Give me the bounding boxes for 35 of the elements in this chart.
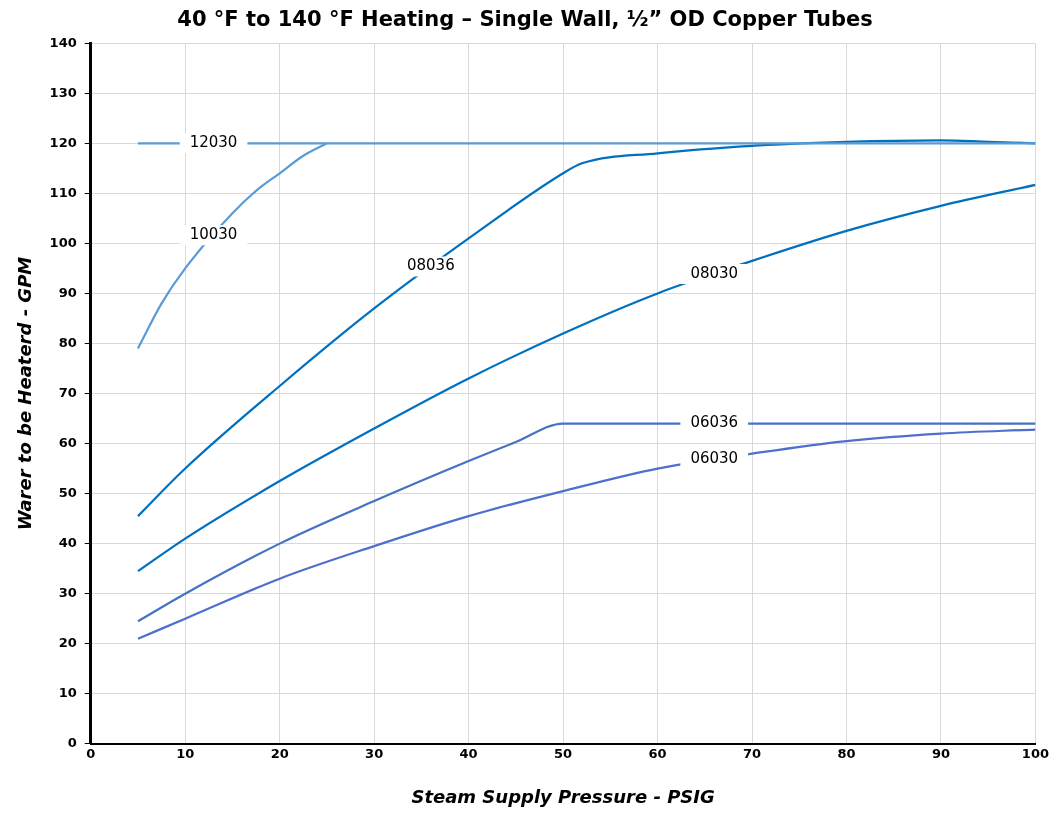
series-label: 06030 <box>690 449 739 468</box>
chart-title: 40 °F to 140 °F Heating – Single Wall, ½” OD Copper Tubes <box>177 7 873 32</box>
y-tick-label: 120 <box>49 134 77 150</box>
y-tick-label: 90 <box>58 284 77 300</box>
y-tick-label: 30 <box>58 585 77 601</box>
y-tick-label: 40 <box>58 535 77 550</box>
y-tick-label: 110 <box>49 184 77 200</box>
x-tick-label: 10 <box>176 745 195 761</box>
y-tick-label: 20 <box>58 635 77 651</box>
series-label: 12030 <box>189 133 238 152</box>
y-tick-label: 70 <box>58 384 77 400</box>
x-tick-label: 80 <box>837 745 856 761</box>
x-tick-label: 60 <box>648 745 667 761</box>
x-tick-label: 0 <box>86 745 96 761</box>
series-label: 06036 <box>690 413 739 432</box>
y-tick-label: 50 <box>58 484 77 500</box>
x-tick-label: 30 <box>365 745 384 761</box>
series-label: 08036 <box>406 256 455 275</box>
y-axis-title: Warer to be Heaterd - GPM <box>14 256 36 531</box>
series-label: 10030 <box>189 225 238 244</box>
series-label: 08030 <box>690 263 739 282</box>
x-tick-label: 40 <box>459 745 478 761</box>
x-tick-label: 70 <box>742 745 762 761</box>
y-tick-label: 0 <box>67 735 77 751</box>
x-axis-title: Steam Supply Pressure - PSIG <box>411 785 715 807</box>
y-tick-label: 60 <box>58 434 77 450</box>
y-tick-label: 10 <box>58 685 77 701</box>
x-tick-label: 20 <box>270 745 289 761</box>
y-tick-label: 100 <box>49 234 77 250</box>
y-tick-label: 140 <box>49 34 77 50</box>
y-tick-label: 130 <box>49 84 77 100</box>
y-tick-label: 80 <box>58 334 77 350</box>
x-tick-label: 50 <box>554 745 573 761</box>
x-tick-label: 100 <box>1021 745 1049 761</box>
x-tick-label: 90 <box>931 745 951 761</box>
